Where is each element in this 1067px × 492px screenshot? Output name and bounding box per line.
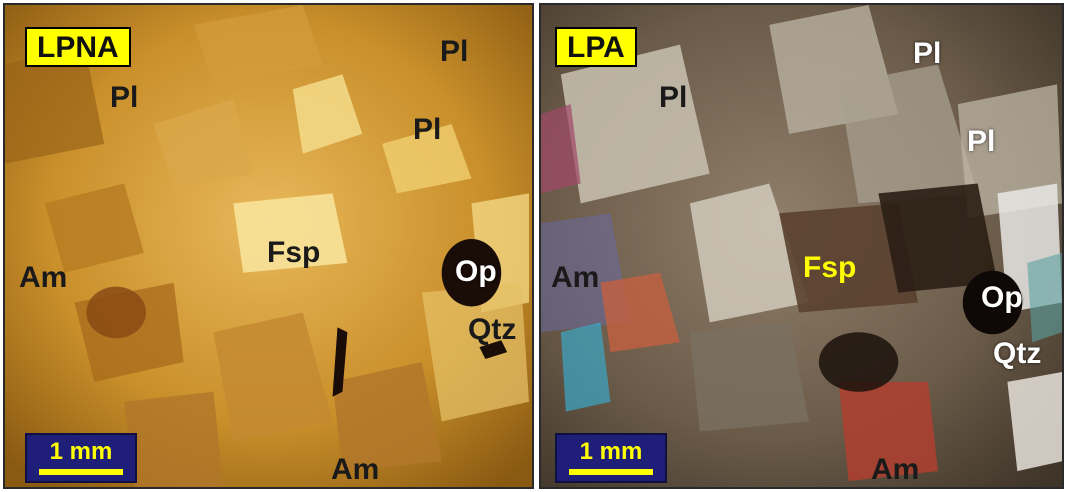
label-pl-top: Pl (440, 35, 469, 68)
label-qtz: Qtz (993, 337, 1042, 370)
scale-bar-lpa: 1 mm (555, 433, 667, 483)
scale-line (39, 469, 123, 475)
label-qtz: Qtz (468, 313, 517, 346)
scale-label: 1 mm (49, 438, 113, 465)
label-fsp: Fsp (803, 251, 857, 284)
panel-tag-lpna: LPNA (25, 27, 131, 67)
label-am-bottom: Am (871, 453, 920, 486)
label-am-left: Am (19, 261, 68, 294)
label-op: Op (981, 281, 1023, 314)
label-am-bottom: Am (331, 453, 380, 486)
micrograph-lpa-image (541, 5, 1062, 487)
panel-tag-lpa: LPA (555, 27, 637, 67)
label-pl-left: Pl (659, 81, 688, 114)
micrograph-lpna-image (5, 5, 532, 487)
scale-bar-lpna: 1 mm (25, 433, 137, 483)
label-pl-right: Pl (967, 125, 996, 158)
label-pl-left: Pl (110, 81, 139, 114)
label-pl-mid: Pl (413, 113, 442, 146)
scale-line (569, 469, 653, 475)
label-am-left: Am (551, 261, 600, 294)
label-fsp: Fsp (267, 236, 321, 269)
label-pl-top: Pl (913, 37, 942, 70)
label-op: Op (455, 255, 497, 288)
micrograph-lpna: LPNA Pl Pl Pl Fsp Am Op Qtz Am 1 mm (3, 3, 534, 489)
micrograph-lpa: LPA Pl Pl Pl Fsp Am Op Qtz Am 1 mm (539, 3, 1064, 489)
scale-label: 1 mm (579, 438, 643, 465)
